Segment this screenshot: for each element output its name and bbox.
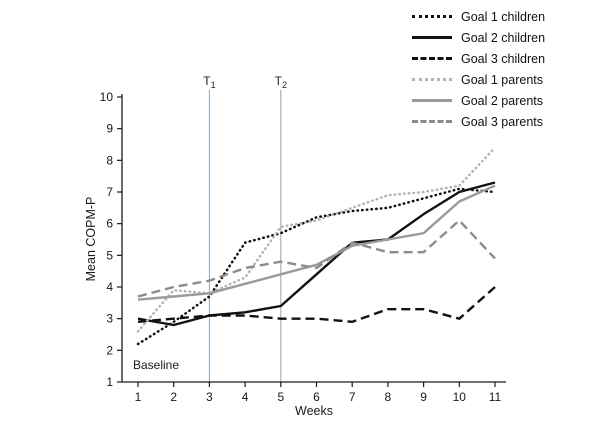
legend-label: Goal 2 children bbox=[461, 30, 546, 45]
svg-text:1: 1 bbox=[135, 390, 142, 404]
svg-text:10: 10 bbox=[453, 390, 467, 404]
svg-text:T2: T2 bbox=[275, 74, 287, 90]
svg-text:1: 1 bbox=[106, 375, 113, 389]
legend-line-sample bbox=[412, 99, 452, 102]
baseline-label: Baseline bbox=[133, 358, 180, 372]
svg-text:2: 2 bbox=[106, 343, 113, 357]
legend-item: Goal 2 parents bbox=[412, 90, 545, 111]
legend-label: Goal 3 children bbox=[461, 51, 546, 66]
legend-label: Goal 3 parents bbox=[461, 114, 543, 129]
svg-text:5: 5 bbox=[277, 390, 284, 404]
legend-item: Goal 1 children bbox=[412, 6, 545, 27]
svg-text:3: 3 bbox=[206, 390, 213, 404]
svg-text:2: 2 bbox=[170, 390, 177, 404]
y-axis-title: Mean COPM-P bbox=[84, 196, 98, 282]
chart-legend: Goal 1 children Goal 2 children Goal 3 c… bbox=[412, 6, 545, 132]
legend-label: Goal 1 children bbox=[461, 9, 546, 24]
svg-text:6: 6 bbox=[313, 390, 320, 404]
legend-item: Goal 3 children bbox=[412, 48, 545, 69]
legend-line-sample bbox=[412, 57, 452, 60]
svg-text:8: 8 bbox=[385, 390, 392, 404]
legend-line-sample bbox=[412, 78, 452, 81]
svg-text:4: 4 bbox=[242, 390, 249, 404]
svg-text:10: 10 bbox=[100, 90, 114, 104]
svg-text:7: 7 bbox=[106, 185, 113, 199]
svg-text:9: 9 bbox=[106, 122, 113, 136]
legend-item: Goal 2 children bbox=[412, 27, 545, 48]
legend-label: Goal 1 parents bbox=[461, 72, 543, 87]
svg-text:7: 7 bbox=[349, 390, 356, 404]
legend-item: Goal 1 parents bbox=[412, 69, 545, 90]
legend-label: Goal 2 parents bbox=[461, 93, 543, 108]
svg-text:3: 3 bbox=[106, 312, 113, 326]
legend-item: Goal 3 parents bbox=[412, 111, 545, 132]
svg-text:9: 9 bbox=[420, 390, 427, 404]
svg-text:6: 6 bbox=[106, 217, 113, 231]
svg-text:11: 11 bbox=[489, 390, 502, 404]
svg-text:5: 5 bbox=[106, 248, 113, 262]
svg-text:8: 8 bbox=[106, 153, 113, 167]
legend-line-sample bbox=[412, 15, 452, 18]
svg-text:T1: T1 bbox=[203, 74, 215, 90]
legend-line-sample bbox=[412, 36, 452, 39]
x-axis-title: Weeks bbox=[295, 404, 333, 418]
legend-line-sample bbox=[412, 120, 452, 123]
svg-text:4: 4 bbox=[106, 280, 113, 294]
